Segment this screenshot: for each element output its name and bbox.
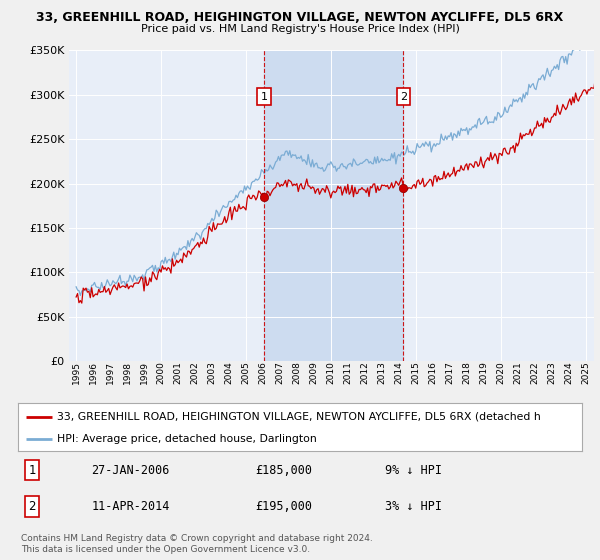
Text: 2006: 2006 [259, 361, 268, 384]
Text: 11-APR-2014: 11-APR-2014 [91, 500, 170, 513]
Text: 1997: 1997 [106, 361, 115, 384]
Text: 2008: 2008 [292, 361, 301, 384]
Text: 27-JAN-2006: 27-JAN-2006 [91, 464, 170, 477]
Text: 9% ↓ HPI: 9% ↓ HPI [385, 464, 442, 477]
Text: 2000: 2000 [157, 361, 166, 384]
Text: 3% ↓ HPI: 3% ↓ HPI [385, 500, 442, 513]
Text: 33, GREENHILL ROAD, HEIGHINGTON VILLAGE, NEWTON AYCLIFFE, DL5 6RX: 33, GREENHILL ROAD, HEIGHINGTON VILLAGE,… [37, 11, 563, 25]
Text: 2003: 2003 [208, 361, 217, 384]
Text: Contains HM Land Registry data © Crown copyright and database right 2024.: Contains HM Land Registry data © Crown c… [21, 534, 373, 543]
Text: 2010: 2010 [326, 361, 335, 384]
Text: £185,000: £185,000 [255, 464, 312, 477]
Text: 2023: 2023 [547, 361, 556, 384]
Text: 1: 1 [28, 464, 36, 477]
Text: £195,000: £195,000 [255, 500, 312, 513]
Text: 2005: 2005 [241, 361, 250, 384]
Text: 2025: 2025 [581, 361, 590, 384]
Text: 2019: 2019 [479, 361, 488, 384]
Text: 2017: 2017 [445, 361, 454, 384]
Text: 1995: 1995 [71, 361, 80, 384]
Text: 1999: 1999 [140, 361, 149, 384]
Text: HPI: Average price, detached house, Darlington: HPI: Average price, detached house, Darl… [58, 434, 317, 444]
Text: 2020: 2020 [496, 361, 505, 384]
Text: This data is licensed under the Open Government Licence v3.0.: This data is licensed under the Open Gov… [21, 545, 310, 554]
Text: 2012: 2012 [360, 361, 369, 384]
Text: 2002: 2002 [190, 361, 199, 384]
Text: 2004: 2004 [224, 361, 233, 384]
Text: 1: 1 [260, 92, 268, 101]
Text: 2024: 2024 [564, 361, 573, 384]
Text: 2009: 2009 [310, 361, 319, 384]
Text: 2001: 2001 [173, 361, 182, 384]
Text: 2018: 2018 [462, 361, 471, 384]
Text: 2022: 2022 [530, 361, 539, 384]
Text: 2: 2 [400, 92, 407, 101]
Text: 2014: 2014 [394, 361, 403, 384]
Bar [264, 50, 403, 361]
Text: 2016: 2016 [428, 361, 437, 384]
Text: 2007: 2007 [275, 361, 284, 384]
Text: 2015: 2015 [411, 361, 420, 384]
Text: 33, GREENHILL ROAD, HEIGHINGTON VILLAGE, NEWTON AYCLIFFE, DL5 6RX (detached h: 33, GREENHILL ROAD, HEIGHINGTON VILLAGE,… [58, 412, 541, 422]
Text: 2021: 2021 [513, 361, 522, 384]
Text: 1998: 1998 [122, 361, 131, 384]
Text: 2: 2 [28, 500, 36, 513]
Text: 1996: 1996 [89, 361, 98, 384]
Text: 2013: 2013 [377, 361, 386, 384]
Text: 2011: 2011 [343, 361, 352, 384]
Text: Price paid vs. HM Land Registry's House Price Index (HPI): Price paid vs. HM Land Registry's House … [140, 24, 460, 34]
